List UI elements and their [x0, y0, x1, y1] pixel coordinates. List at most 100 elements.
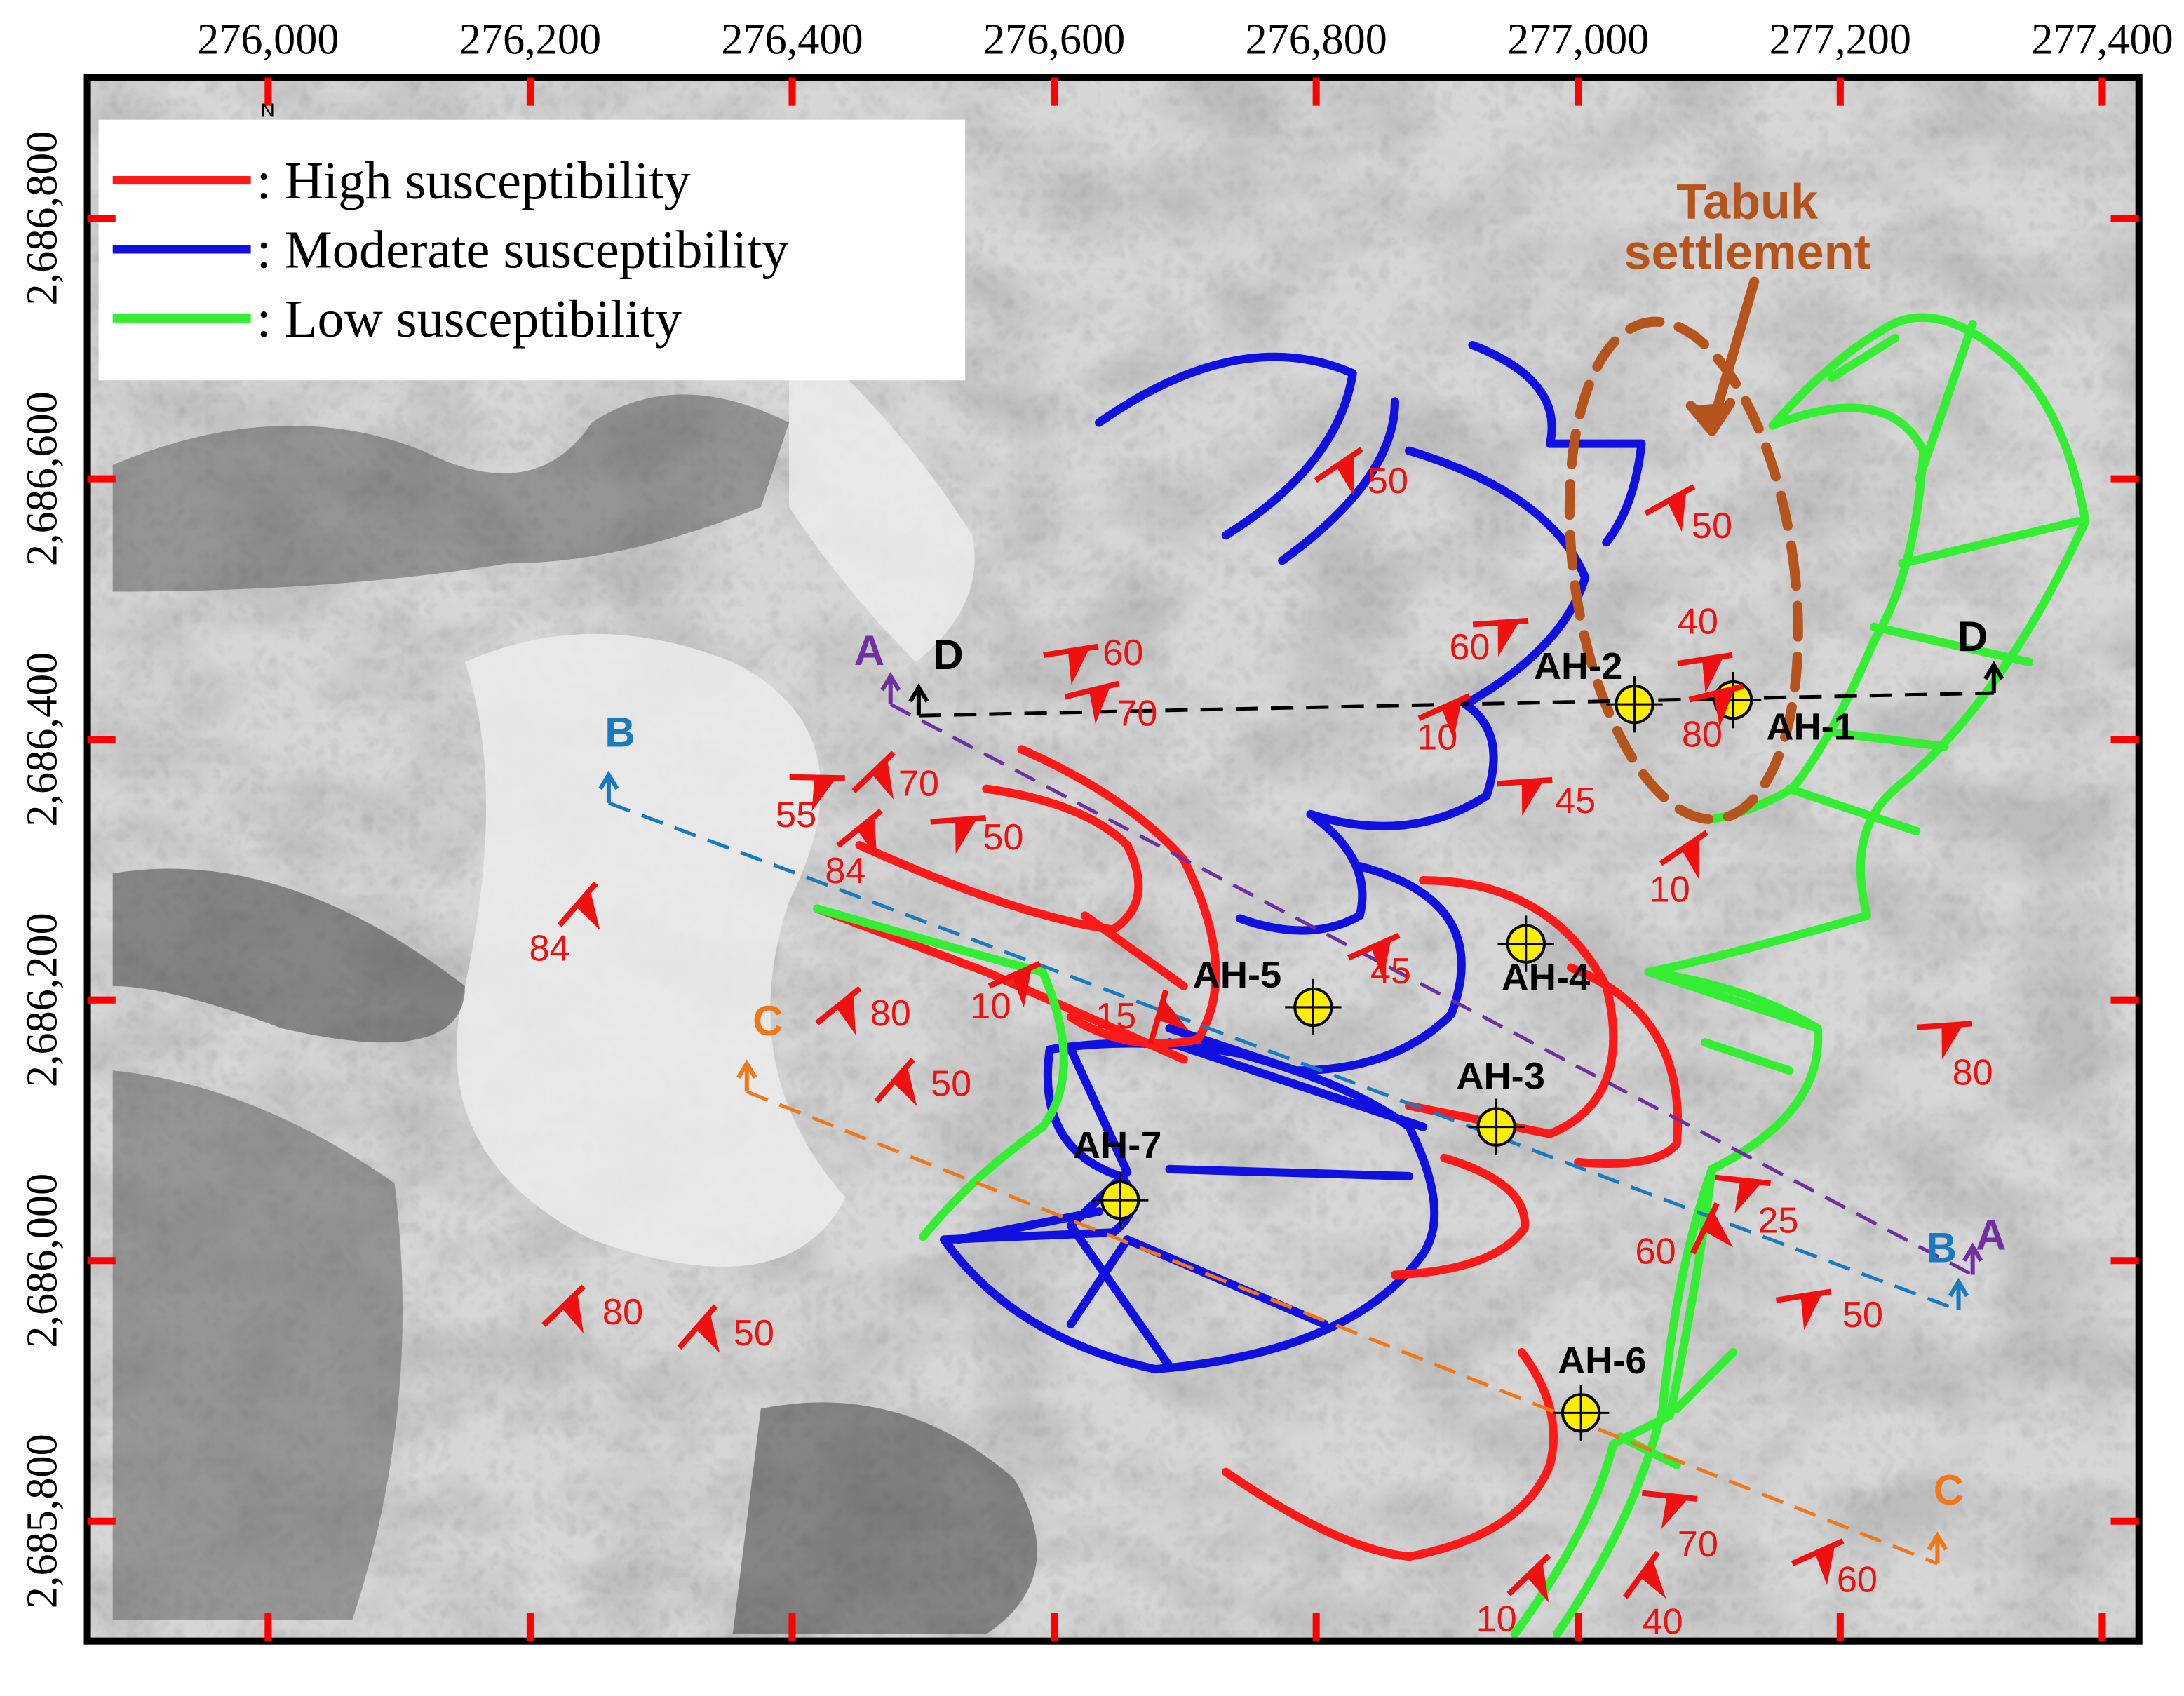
dip-label: 50 [734, 1313, 774, 1354]
legend-label: : High susceptibility [257, 151, 691, 210]
dip-symbol [1064, 680, 1120, 725]
low-zones [813, 313, 2090, 1638]
dip-symbol [815, 985, 862, 1035]
borehole-label: AH-1 [1766, 706, 1855, 748]
section-label: A [1976, 1211, 2007, 1258]
dip-label: 10 [1650, 869, 1690, 910]
section-arrow [1962, 1242, 1983, 1275]
dip-label: 70 [898, 764, 939, 805]
dip-symbol [836, 808, 883, 858]
dip-label: 50 [1842, 1295, 1883, 1335]
dip-label: 84 [825, 851, 865, 891]
y-tick-label: 2,686,600 [18, 391, 66, 566]
dip-label: 50 [1692, 506, 1732, 546]
dip-label: 55 [776, 795, 816, 835]
section-label: D [933, 631, 964, 678]
y-tick-label: 2,686,800 [18, 131, 66, 306]
dip-symbol [1677, 652, 1733, 694]
dip-symbol [1715, 1174, 1771, 1214]
y-tick-label: 2,686,400 [18, 652, 66, 827]
x-tick-label: 276,200 [459, 15, 601, 63]
dip-label: 40 [1678, 602, 1718, 642]
section-arrow [1983, 661, 2004, 694]
dip-symbol [1641, 1490, 1698, 1529]
borehole-label: AH-4 [1502, 957, 1591, 999]
dip-label: 50 [931, 1063, 971, 1104]
dip-symbol [1690, 1202, 1734, 1255]
borehole-label: AH-3 [1456, 1055, 1545, 1097]
dip-symbol [1644, 484, 1696, 532]
dip-symbol [1622, 1550, 1666, 1599]
section-arrow [736, 1059, 757, 1092]
dip-label: 10 [1476, 1599, 1517, 1640]
dip-label: 80 [1682, 714, 1723, 755]
x-tick-label: 277,200 [1770, 15, 1911, 63]
dip-label: 60 [1449, 627, 1490, 668]
borehole-cross [1091, 1171, 1149, 1229]
section-arrow [598, 770, 619, 803]
dip-label: 25 [1758, 1200, 1798, 1241]
section-arrow [908, 683, 929, 716]
settlement-outline [1564, 276, 1803, 825]
borehole-cross [1552, 1385, 1610, 1441]
dip-label: 80 [870, 993, 911, 1034]
north-label: N [261, 100, 275, 121]
section-arrow [880, 672, 901, 705]
settlement-label: settlement [1624, 224, 1870, 280]
borehole-cross [1704, 671, 1762, 729]
legend: : High susceptibility: Moderate suscepti… [98, 119, 966, 381]
dip-label: 10 [1417, 717, 1457, 758]
y-tick-label: 2,686,200 [18, 913, 66, 1087]
x-tick-label: 276,000 [197, 15, 339, 63]
dip-label: 50 [983, 817, 1023, 858]
y-tick-label: 2,686,000 [18, 1173, 66, 1348]
dip-label: 80 [1953, 1052, 1993, 1093]
dip-symbol [541, 1284, 586, 1334]
dip-symbol [851, 751, 896, 800]
dip-symbol [874, 1057, 917, 1107]
dip-symbol [987, 961, 1042, 1008]
section-arrow [1948, 1277, 1969, 1310]
borehole-label: AH-6 [1558, 1340, 1647, 1382]
y-tick-label: 2,685,800 [18, 1434, 66, 1608]
x-tick-label: 276,600 [983, 15, 1125, 63]
dip-label: 70 [1678, 1524, 1718, 1565]
dip-symbol [1688, 683, 1744, 727]
dip-label: 84 [529, 929, 569, 969]
dip-label: 15 [1096, 996, 1136, 1037]
dip-label: 70 [1117, 693, 1157, 734]
dip-label: 10 [970, 986, 1011, 1027]
section-label: C [753, 997, 783, 1044]
section-label: B [1927, 1223, 1957, 1271]
dip-symbol [677, 1304, 720, 1353]
map-frame [83, 74, 2143, 1645]
section-label: B [605, 708, 635, 755]
dip-symbol [789, 774, 845, 812]
dip-symbol [1791, 1538, 1845, 1585]
section-label: A [854, 626, 885, 674]
section-label: D [1957, 612, 1988, 660]
dip-symbol [1043, 643, 1099, 685]
x-tick-label: 277,400 [2031, 15, 2173, 63]
dip-symbol [1314, 447, 1363, 496]
dip-symbol [1506, 1553, 1551, 1603]
dip-label: 60 [1837, 1559, 1878, 1600]
borehole-label: AH-2 [1534, 645, 1623, 687]
borehole-label: AH-5 [1193, 954, 1282, 996]
dip-symbol [1497, 776, 1553, 816]
dip-label: 60 [1103, 633, 1143, 673]
borehole-cross [1606, 675, 1663, 733]
legend-label: : Low susceptibility [257, 289, 682, 349]
dip-symbol [930, 815, 986, 854]
borehole-cross [1468, 1098, 1525, 1155]
dip-symbol [1472, 617, 1529, 657]
dip-symbol [1659, 830, 1708, 879]
dip-symbol [1417, 693, 1471, 740]
dip-symbol [557, 881, 600, 931]
x-tick-label: 276,800 [1245, 15, 1387, 63]
dip-label: 50 [1368, 461, 1408, 502]
x-tick-label: 277,000 [1507, 15, 1649, 63]
borehole-cross [1285, 978, 1342, 1036]
